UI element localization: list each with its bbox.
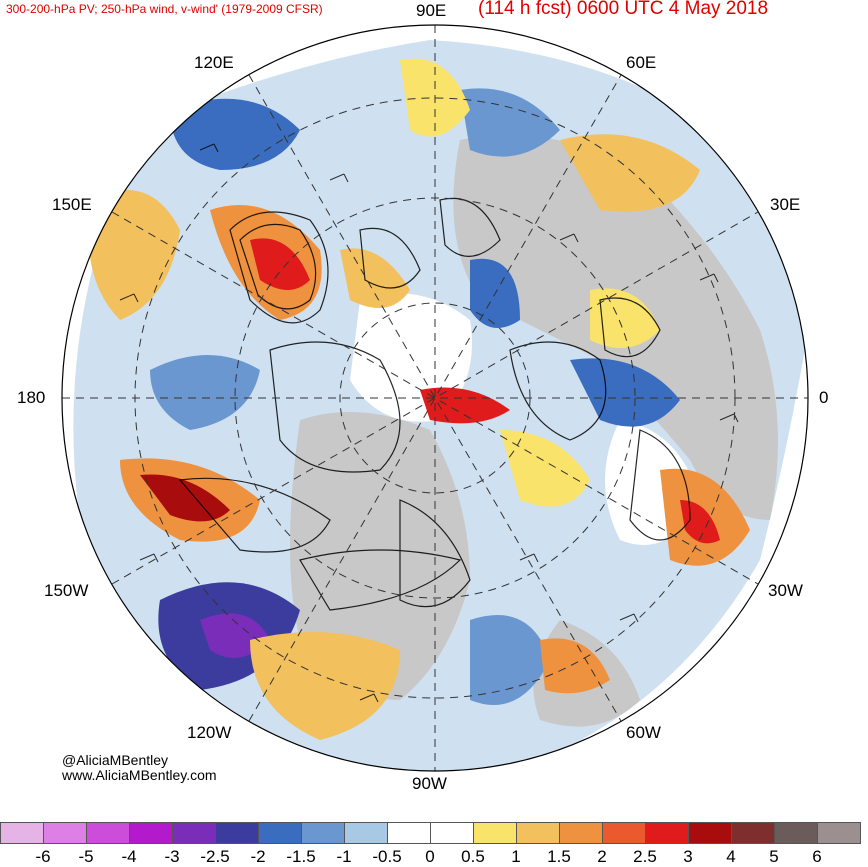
colorbar-swatch [258,822,302,844]
credit-website: www.AliciaMBentley.com [62,767,217,783]
lon-label-120w: 120W [187,723,232,742]
map-fields [73,40,808,771]
lon-label-90w: 90W [412,774,447,793]
colorbar-swatch [0,822,44,844]
colorbar-tick-label: 1 [511,847,521,866]
colorbar-swatch [817,822,861,844]
colorbar-tick-label: -6 [35,847,51,866]
lon-label-150e: 150E [52,195,92,214]
colorbar-swatch [688,822,732,844]
colorbar-tick-label: 5 [769,847,779,866]
colorbar-swatch [559,822,603,844]
colorbar-tick-label: -3 [164,847,180,866]
map-title-left: 300-200-hPa PV; 250-hPa wind, v-wind' (1… [6,2,323,16]
colorbar-swatch [86,822,130,844]
colorbar-swatch [344,822,388,844]
colorbar-swatch [129,822,173,844]
colorbar-swatch [430,822,474,844]
colorbar-tick-label: -2 [250,847,266,866]
colorbar-tick-label: -1.5 [286,847,316,866]
polar-map [61,24,809,772]
colorbar-swatch [172,822,216,844]
colorbar-swatch [731,822,775,844]
colorbar-tick-label: -5 [78,847,94,866]
lon-label-60w: 60W [626,723,661,742]
colorbar-swatch [473,822,517,844]
colorbar-swatch [516,822,560,844]
map-title-right: (114 h fcst) 0600 UTC 4 May 2018 [478,0,769,19]
colorbar-swatch [774,822,818,844]
colorbar-tick-label: -2.5 [200,847,230,866]
colorbar-swatch [602,822,646,844]
colorbar-tick-label: -4 [121,847,137,866]
lon-label-150w: 150W [44,581,89,600]
colorbar-tick-label: 2 [597,847,607,866]
colorbar-tick-label: -1 [336,847,352,866]
colorbar-tick-label: 4 [726,847,736,866]
colorbar-tick-label: 2.5 [633,847,657,866]
colorbar-swatch [215,822,259,844]
lon-label-180: 180 [17,388,46,407]
lon-label-120e: 120E [194,53,234,72]
colorbar-tick-label: -0.5 [372,847,402,866]
colorbar-tick-label: 0 [425,847,435,866]
colorbar-swatch [43,822,87,844]
colorbar-tick-label: 0.5 [461,847,485,866]
lon-label-0: 0 [819,388,829,407]
colorbar-tick-label: 6 [812,847,822,866]
lon-label-30w: 30W [768,581,803,600]
colorbar-swatch [301,822,345,844]
colorbar-tick-label: 1.5 [547,847,571,866]
colorbar-swatch [387,822,431,844]
lon-label-90e: 90E [416,1,447,20]
colorbar-swatch [645,822,689,844]
credit-handle: @AliciaMBentley [62,752,169,768]
graticule [62,25,808,771]
colorbar-tick-label: 3 [683,847,693,866]
lon-label-30e: 30E [770,195,801,214]
colorbar: -6 -5 -4 -3 -2.5 -2 -1.5 -1 -0.5 0 0.5 1 1.5 2 2.5 3 4 5 6 [0,822,868,866]
lon-label-60e: 60E [626,53,657,72]
